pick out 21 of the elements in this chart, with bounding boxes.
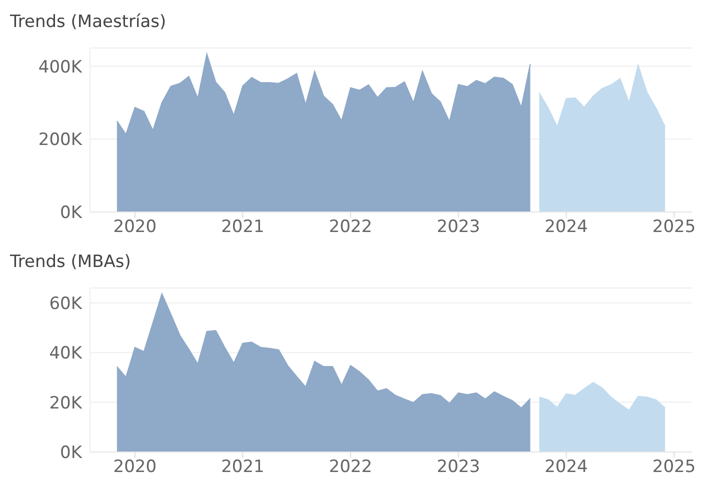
x-tick-label: 2021: [221, 217, 264, 238]
y-tick-label: 200K: [38, 130, 83, 150]
x-tick-label: 2023: [436, 457, 480, 478]
y-tick-label: 0K: [60, 203, 83, 224]
y-tick-label: 20K: [49, 393, 83, 414]
x-tick-label: 2023: [436, 217, 480, 238]
x-tick-label: 2020: [113, 217, 157, 238]
y-tick-label: 60K: [49, 294, 83, 314]
x-tick-label: 2021: [221, 457, 264, 478]
x-tick-label: 2024: [544, 457, 588, 478]
x-tick-label: 2024: [544, 217, 588, 238]
x-tick-label: 2025: [652, 457, 696, 478]
y-tick-label: 40K: [49, 344, 83, 364]
chart-title: Trends (Maestrías): [10, 12, 168, 34]
y-tick-label: 400K: [38, 57, 83, 78]
x-tick-label: 2022: [328, 457, 372, 478]
chart-title: Trends (MBAs): [10, 252, 132, 274]
x-tick-label: 2022: [328, 217, 372, 238]
y-tick-label: 0K: [60, 443, 83, 464]
x-tick-label: 2020: [113, 457, 157, 478]
x-tick-label: 2025: [652, 217, 696, 238]
